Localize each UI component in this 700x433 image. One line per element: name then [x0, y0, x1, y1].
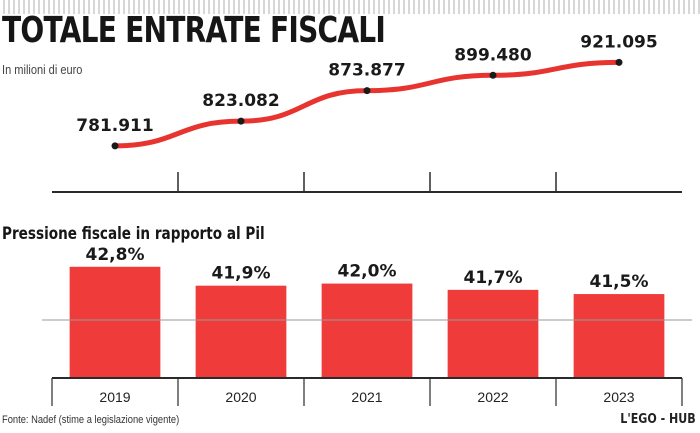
- bar-data-label: 41,9%: [212, 264, 271, 284]
- x-tick-label: 2023: [603, 389, 634, 405]
- chart-title: TOTALE ENTRATE FISCALI: [2, 10, 386, 51]
- line-data-label: 921.095: [580, 32, 657, 52]
- brand-logo: L'EGO - HUB: [620, 412, 696, 427]
- line-data-label: 781.911: [76, 116, 153, 136]
- bar: [69, 266, 161, 378]
- line-data-label: 873.877: [328, 61, 405, 81]
- bar: [573, 294, 665, 378]
- line-data-label: 823.082: [202, 91, 279, 111]
- line-point: [615, 58, 623, 66]
- line-point: [363, 87, 371, 95]
- section-title: Pressione fiscale in rapporto al Pil: [2, 224, 265, 244]
- line-point: [111, 142, 119, 150]
- line-point: [237, 117, 245, 125]
- bar: [447, 289, 539, 378]
- line-data-label: 899.480: [454, 45, 532, 65]
- source-note: Fonte: Nadef (stime a legislazione vigen…: [2, 414, 180, 426]
- bar-data-label: 42,8%: [86, 245, 145, 265]
- x-tick-label: 2021: [351, 389, 382, 405]
- decorative-stripes: [0, 0, 700, 14]
- chart-subtitle: In milioni di euro: [2, 62, 83, 77]
- bar-data-label: 42,0%: [338, 262, 397, 282]
- x-tick-label: 2020: [225, 389, 256, 405]
- line-point: [489, 71, 497, 79]
- bar-data-label: 41,5%: [590, 272, 649, 292]
- x-tick-label: 2019: [99, 389, 130, 405]
- bar-data-label: 41,7%: [464, 268, 523, 288]
- bar: [321, 283, 413, 378]
- bar: [195, 285, 287, 378]
- x-tick-label: 2022: [477, 389, 508, 405]
